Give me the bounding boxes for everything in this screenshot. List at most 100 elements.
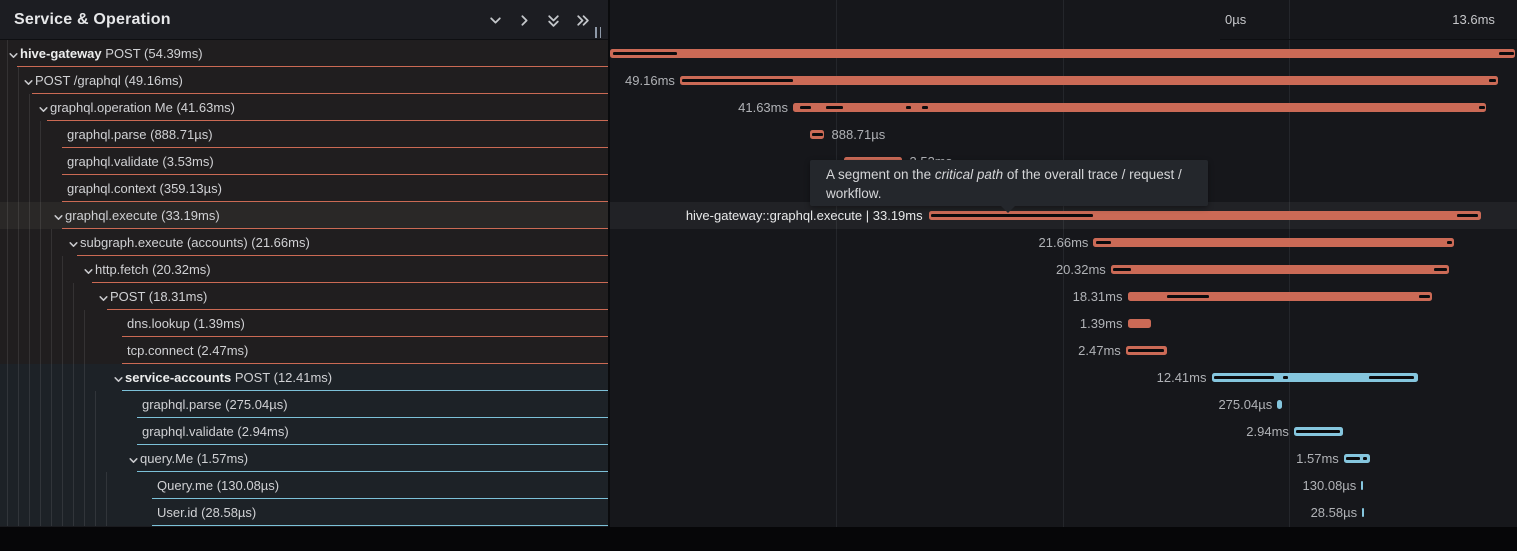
indent-guide <box>18 391 19 418</box>
span-name-label: POST (18.31ms) <box>110 289 208 304</box>
span-row[interactable]: subgraph.execute (accounts) (21.66ms) <box>0 229 608 256</box>
span-row[interactable]: hive-gateway POST (54.39ms) <box>0 40 608 67</box>
indent-guide <box>40 175 41 202</box>
indent-guide <box>51 256 52 283</box>
timeline-row[interactable]: 2.47ms <box>610 337 1517 364</box>
span-duration-bar[interactable] <box>1277 400 1282 409</box>
axis-tick-label: 0µs <box>1225 12 1247 27</box>
timeline-row[interactable] <box>610 40 1517 67</box>
chevron-down-icon[interactable] <box>38 102 49 113</box>
span-duration-bar[interactable] <box>1127 319 1151 328</box>
tooltip-text-emphasis: critical path <box>934 167 1004 182</box>
resizer-handle-icon[interactable] <box>592 26 604 39</box>
span-duration-label: 130.08µs <box>1302 478 1357 493</box>
span-row[interactable]: tcp.connect (2.47ms) <box>0 337 608 364</box>
chevron-down-icon[interactable] <box>113 372 124 383</box>
chevron-down-icon[interactable] <box>128 453 139 464</box>
span-row[interactable]: graphql.operation Me (41.63ms) <box>0 94 608 121</box>
timeline-row[interactable]: 28.58µs <box>610 499 1517 526</box>
span-color-underline <box>92 282 608 283</box>
timeline-row[interactable]: 21.66ms <box>610 229 1517 256</box>
timeline-row[interactable]: 41.63ms <box>610 94 1517 121</box>
span-row[interactable]: dns.lookup (1.39ms) <box>0 310 608 337</box>
span-row[interactable]: Query.me (130.08µs) <box>0 472 608 499</box>
timeline-row[interactable]: 130.08µs <box>610 472 1517 499</box>
chevron-right-icon[interactable] <box>516 12 532 28</box>
indent-guide <box>73 499 74 526</box>
indent-guide <box>7 40 8 67</box>
timeline-row[interactable]: 20.32ms <box>610 256 1517 283</box>
indent-guide <box>7 364 8 391</box>
critical-path-segment <box>799 106 812 109</box>
timeline-row[interactable]: 1.39ms <box>610 310 1517 337</box>
span-row[interactable]: User.id (28.58µs) <box>0 499 608 526</box>
span-row[interactable]: graphql.execute (33.19ms) <box>0 202 608 229</box>
critical-path-tooltip: A segment on the critical path of the ov… <box>810 160 1208 213</box>
span-duration-bar[interactable] <box>1093 238 1454 247</box>
indent-guide <box>84 391 85 418</box>
chevron-down-icon[interactable] <box>23 75 34 86</box>
timeline-row[interactable]: 49.16ms <box>610 67 1517 94</box>
chevron-down-icon[interactable] <box>53 210 64 221</box>
timeline-row[interactable]: 275.04µs <box>610 391 1517 418</box>
span-duration-bar[interactable] <box>793 103 1486 112</box>
indent-guide <box>7 472 8 499</box>
indent-guide <box>73 391 74 418</box>
span-name-label: service-accounts POST (12.41ms) <box>125 370 333 385</box>
span-duration-bar[interactable] <box>1127 292 1433 301</box>
span-row[interactable]: service-accounts POST (12.41ms) <box>0 364 608 391</box>
double-chevron-down-icon[interactable] <box>545 12 561 28</box>
timeline-row[interactable]: 888.71µs <box>610 121 1517 148</box>
double-chevron-right-icon[interactable] <box>574 12 590 28</box>
span-name-label: graphql.validate (3.53ms) <box>67 154 214 169</box>
gridline <box>1062 0 1064 527</box>
timeline-row[interactable]: hive-gateway::graphql.execute | 33.19ms <box>610 202 1517 229</box>
span-row[interactable]: graphql.context (359.13µs) <box>0 175 608 202</box>
span-duration-bar[interactable] <box>1211 373 1418 382</box>
span-color-underline <box>32 93 608 94</box>
span-row[interactable]: POST (18.31ms) <box>0 283 608 310</box>
critical-path-segment <box>1478 106 1486 109</box>
chevron-down-icon[interactable] <box>98 291 109 302</box>
span-duration-bar[interactable] <box>610 49 1515 58</box>
timeline-row[interactable]: 2.94ms <box>610 418 1517 445</box>
span-row[interactable]: POST /graphql (49.16ms) <box>0 67 608 94</box>
indent-guide <box>18 94 19 121</box>
indent-guide <box>84 499 85 526</box>
critical-path-segment <box>1446 241 1453 244</box>
indent-guide <box>18 337 19 364</box>
indent-guide <box>51 364 52 391</box>
timeline-row[interactable]: 1.57ms <box>610 445 1517 472</box>
indent-guide <box>51 472 52 499</box>
chevron-down-icon[interactable] <box>8 48 19 59</box>
timeline-row[interactable]: 18.31ms <box>610 283 1517 310</box>
span-row[interactable]: graphql.parse (275.04µs) <box>0 391 608 418</box>
span-row[interactable]: graphql.validate (2.94ms) <box>0 418 608 445</box>
span-row[interactable]: graphql.validate (3.53ms) <box>0 148 608 175</box>
indent-guide <box>7 229 8 256</box>
span-name-label: dns.lookup (1.39ms) <box>127 316 245 331</box>
span-row[interactable]: graphql.parse (888.71µs) <box>0 121 608 148</box>
span-duration-bar[interactable] <box>679 76 1498 85</box>
span-color-underline <box>137 471 608 472</box>
timeline-row[interactable]: 12.41ms <box>610 364 1517 391</box>
span-name-label: Query.me (130.08µs) <box>157 478 280 493</box>
chevron-down-icon[interactable] <box>68 237 79 248</box>
indent-guide <box>62 445 63 472</box>
span-duration-bar[interactable] <box>1362 508 1365 517</box>
indent-guide <box>29 94 30 121</box>
indent-guide <box>95 445 96 472</box>
indent-guide <box>62 391 63 418</box>
span-duration-bar[interactable] <box>1110 265 1449 274</box>
indent-guide <box>51 283 52 310</box>
indent-guide <box>73 283 74 310</box>
chevron-down-icon[interactable] <box>83 264 94 275</box>
span-duration-bar[interactable] <box>1361 481 1364 490</box>
span-row[interactable]: query.Me (1.57ms) <box>0 445 608 472</box>
chevron-down-icon[interactable] <box>487 12 503 28</box>
panel-resizer-divider[interactable] <box>608 0 610 527</box>
span-duration-bar[interactable] <box>928 211 1481 220</box>
span-row[interactable]: http.fetch (20.32ms) <box>0 256 608 283</box>
span-duration-label: 12.41ms <box>1156 370 1207 385</box>
span-name-label: graphql.parse (888.71µs) <box>67 127 213 142</box>
